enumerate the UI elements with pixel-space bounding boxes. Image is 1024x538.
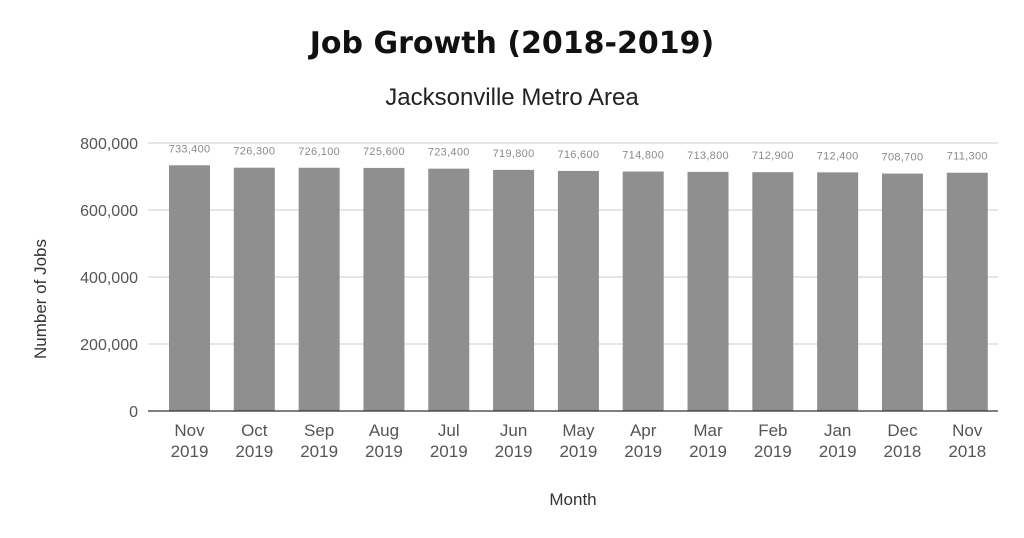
bar [298, 167, 340, 411]
bar [233, 167, 275, 411]
x-axis-title: Month [549, 490, 596, 509]
data-label: 733,400 [169, 143, 211, 155]
bar [946, 172, 988, 411]
x-category-year: 2019 [365, 442, 403, 461]
bar [428, 168, 470, 411]
data-label: 712,400 [817, 150, 859, 162]
x-category-year: 2019 [754, 442, 792, 461]
y-tick-label: 400,000 [80, 270, 138, 287]
x-category-year: 2019 [559, 442, 597, 461]
x-category-month: Apr [630, 421, 657, 440]
x-category-month: Jul [438, 421, 460, 440]
x-category-month: Jan [824, 421, 851, 440]
x-category-month: Oct [241, 421, 268, 440]
y-tick-label: 0 [129, 404, 138, 421]
x-category-month: Aug [369, 421, 399, 440]
bar [493, 169, 535, 411]
data-label: 713,800 [687, 150, 729, 162]
bar [557, 170, 599, 411]
y-axis-ticks: 0 200,000 400,000 600,000 800,000 [80, 136, 138, 421]
chart-title: Job Growth (2018-2019) [309, 26, 715, 61]
bar [752, 172, 794, 411]
x-category-year: 2019 [689, 442, 727, 461]
data-label: 725,600 [363, 146, 405, 158]
x-category-year: 2019 [300, 442, 338, 461]
x-category-year: 2019 [624, 442, 662, 461]
x-category-month: Feb [758, 421, 787, 440]
data-label: 711,300 [947, 151, 988, 163]
x-axis-categories: Nov 2019 Oct 2019 Sep 2019 Aug 2019 Jul 2019 Jun 20… [171, 421, 987, 461]
data-label: 714,800 [622, 150, 664, 162]
x-category-year: 2019 [819, 442, 857, 461]
bar [169, 165, 210, 411]
x-category-month: Nov [952, 421, 983, 440]
x-category-month: Dec [887, 421, 918, 440]
data-label: 719,800 [493, 148, 535, 160]
bar [363, 167, 405, 411]
bar [622, 171, 664, 411]
x-category-year: 2018 [948, 442, 986, 461]
chart-subtitle: Jacksonville Metro Area [385, 84, 639, 111]
bar [817, 172, 859, 411]
y-tick-label: 800,000 [80, 136, 138, 153]
data-label: 726,300 [233, 146, 275, 158]
x-category-year: 2019 [430, 442, 468, 461]
data-label: 712,900 [752, 150, 794, 162]
x-category-year: 2018 [884, 442, 922, 461]
data-label: 726,100 [298, 146, 340, 158]
y-tick-label: 600,000 [80, 203, 138, 220]
bars [169, 165, 988, 411]
y-tick-label: 200,000 [80, 337, 138, 354]
x-category-month: Jun [500, 421, 527, 440]
x-category-month: May [562, 421, 595, 440]
y-axis-title: Number of Jobs [31, 239, 50, 359]
x-category-month: Mar [693, 421, 723, 440]
x-category-year: 2019 [235, 442, 273, 461]
data-label: 716,600 [557, 149, 599, 161]
x-category-year: 2019 [171, 442, 209, 461]
data-label: 708,700 [882, 152, 924, 164]
bar [881, 173, 923, 411]
bar [687, 171, 729, 411]
x-category-month: Sep [304, 421, 334, 440]
data-labels: 733,400 726,300 726,100 725,600 723,400 719,8… [169, 143, 988, 163]
x-category-month: Nov [174, 421, 205, 440]
data-label: 723,400 [428, 147, 470, 159]
x-category-year: 2019 [495, 442, 533, 461]
